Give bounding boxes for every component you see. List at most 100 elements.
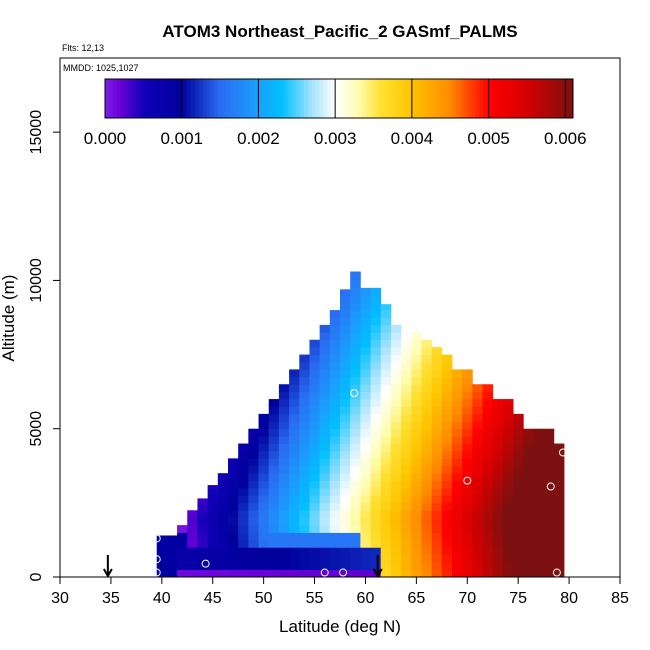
heatmap-cell [278, 399, 290, 407]
heatmap-cell [421, 517, 433, 526]
heatmap-cell [462, 436, 473, 444]
heatmap-cell [553, 502, 565, 511]
heatmap-cell [370, 324, 382, 333]
heatmap-cell [553, 569, 565, 577]
heatmap-cell [258, 495, 270, 504]
heatmap-cell [523, 458, 534, 467]
heatmap-cell [482, 539, 494, 548]
heatmap-cell [390, 391, 402, 400]
heatmap-cell [472, 562, 483, 570]
colorbar-segment [389, 79, 395, 118]
heatmap-cell [462, 369, 473, 378]
heatmap-cell [533, 502, 545, 511]
colorbar-segment [530, 79, 535, 118]
heatmap-cell [380, 539, 392, 548]
heatmap-cell [350, 510, 361, 519]
heatmap-cell [350, 421, 361, 430]
heatmap-cell [533, 569, 545, 577]
heatmap-cell [370, 562, 382, 570]
heatmap-cell [543, 495, 555, 504]
heatmap-cell [452, 406, 463, 415]
heatmap-cell [401, 332, 412, 341]
heatmap-cell [533, 488, 545, 496]
heatmap-cell [299, 406, 310, 415]
heatmap-cell [421, 502, 433, 511]
heatmap-cell [319, 354, 331, 363]
heatmap-cell [156, 547, 168, 556]
heatmap-cell [289, 539, 300, 548]
heatmap-cell [380, 369, 392, 378]
heatmap-cell [441, 399, 453, 407]
heatmap-cell [380, 421, 392, 430]
colorbar-segment [261, 79, 266, 118]
heatmap-cell [350, 495, 361, 504]
y-axis: 0 5000 10000 15000 [28, 110, 60, 581]
heatmap-cell [278, 517, 290, 526]
heatmap-cell [472, 473, 483, 482]
sample-point [152, 568, 161, 577]
heatmap-cell [431, 502, 443, 511]
heatmap-cell [380, 428, 392, 437]
heatmap-cell [452, 421, 463, 430]
colorbar-segment [342, 79, 348, 118]
heatmap-cell [228, 465, 239, 474]
heatmap-cell [289, 495, 300, 504]
heatmap-cell [217, 547, 229, 556]
heatmap-cell [309, 347, 321, 355]
heatmap-cell [289, 391, 300, 400]
heatmap-cell [228, 569, 239, 577]
heatmap-cell [299, 495, 310, 504]
heatmap-cell [319, 406, 331, 415]
heatmap-cell [513, 458, 524, 467]
heatmap-cell [390, 465, 402, 474]
heatmap-cell [370, 517, 382, 526]
heatmap-cell [380, 458, 392, 467]
heatmap-cell [350, 428, 361, 437]
colorbar-segment [448, 79, 453, 118]
heatmap-cell [492, 517, 504, 526]
colorbar-segment [405, 79, 410, 118]
heatmap-cell [411, 517, 422, 526]
heatmap-cell [340, 324, 351, 333]
heatmap-cell [350, 517, 361, 526]
colorbar-segment [495, 79, 500, 118]
heatmap-cell [390, 406, 402, 415]
heatmap-cell [462, 517, 473, 526]
heatmap-cell [513, 569, 524, 577]
heatmap-cell [319, 361, 331, 370]
heatmap-cell [533, 547, 545, 556]
heatmap-cell [482, 413, 494, 422]
heatmap-cell [441, 502, 453, 511]
heatmap-cell [543, 562, 555, 570]
heatmap-cell [319, 502, 331, 511]
heatmap-cell [482, 436, 494, 444]
heatmap-cell [370, 339, 382, 348]
heatmap-cell [278, 428, 290, 437]
heatmap-cell [370, 450, 382, 459]
x-tick-label: 50 [255, 590, 273, 607]
heatmap-cell [258, 413, 270, 422]
y-tick-label: 10000 [28, 258, 45, 303]
heatmap-cell [289, 443, 300, 452]
heatmap-cell [329, 480, 341, 489]
heatmap-cell [350, 369, 361, 378]
heatmap-cell [340, 428, 351, 437]
heatmap-cell [441, 562, 453, 570]
heatmap-cell [289, 399, 300, 407]
heatmap-cell [411, 554, 422, 563]
heatmap-cell [360, 458, 371, 467]
heatmap-cell [350, 465, 361, 474]
heatmap-cell [289, 480, 300, 489]
heatmap-cell [431, 480, 443, 489]
heatmap-cell [268, 443, 280, 452]
heatmap-cell [452, 436, 463, 444]
heatmap-cell [248, 510, 259, 519]
heatmap-cell [370, 317, 382, 326]
heatmap-cell [238, 473, 249, 482]
colorbar-segment [565, 79, 570, 118]
heatmap-cell [462, 413, 473, 422]
heatmap-cell [238, 450, 249, 459]
heatmap-cell [329, 406, 341, 415]
heatmap-cell [329, 473, 341, 482]
heatmap-cell [472, 480, 483, 489]
